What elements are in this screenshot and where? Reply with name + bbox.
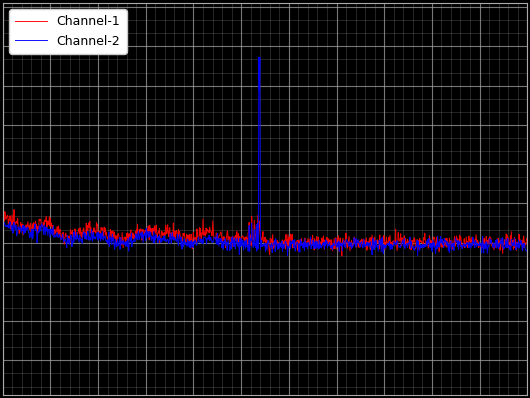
Channel-1 [339, 254, 345, 258]
Channel-2 [255, 55, 262, 60]
Channel-1 [447, 242, 453, 246]
Channel-1 [10, 222, 16, 226]
Line: Channel-2: Channel-2 [3, 57, 527, 256]
Channel-2 [204, 235, 210, 240]
Channel-1 [419, 240, 426, 245]
Line: Channel-1: Channel-1 [3, 210, 527, 256]
Channel-1 [254, 234, 261, 238]
Channel-2 [285, 254, 291, 258]
Channel-1 [11, 207, 17, 212]
Channel-1 [0, 217, 6, 222]
Channel-2 [169, 230, 175, 234]
Channel-2 [524, 248, 530, 253]
Channel-1 [170, 235, 176, 240]
Channel-2 [10, 231, 16, 236]
Channel-2 [447, 240, 453, 245]
Channel-1 [205, 227, 211, 232]
Channel-1 [524, 236, 530, 241]
Legend: Channel-1, Channel-2: Channel-1, Channel-2 [9, 9, 127, 54]
Channel-2 [254, 249, 260, 254]
Channel-2 [419, 245, 426, 250]
Channel-2 [0, 220, 6, 225]
